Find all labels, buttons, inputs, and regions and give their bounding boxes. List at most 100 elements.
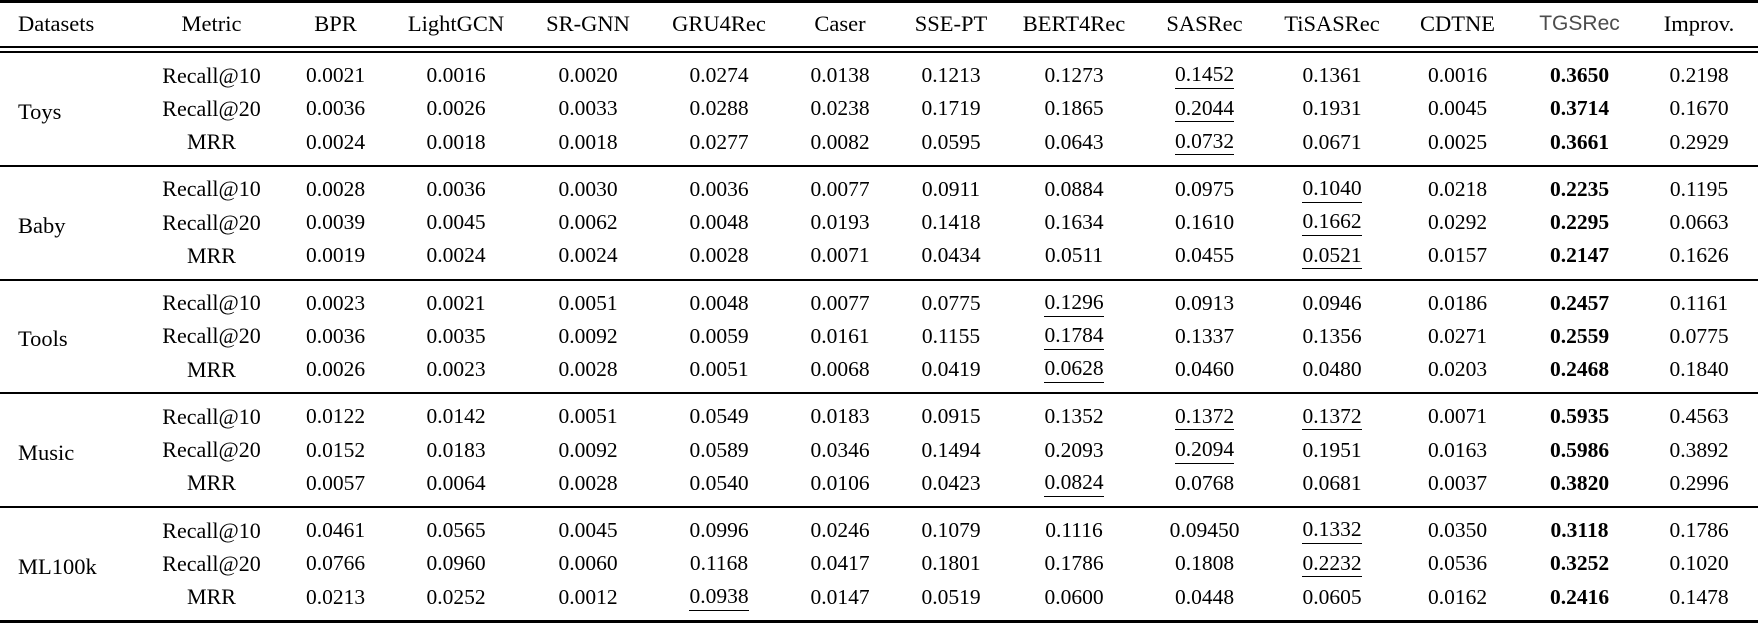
value-cell-bpr: 0.0766 [305, 551, 366, 576]
value-cell-sr-gnn: 0.0030 [523, 164, 653, 207]
value-cell-bpr: 0.0152 [305, 437, 366, 462]
value-cell-sse-pt: 0.0419 [921, 357, 981, 382]
column-header-cdtne: CDTNE [1396, 1, 1519, 53]
value-cell-lightgcn: 0.0021 [389, 278, 523, 320]
metric-label: Recall@10 [141, 506, 282, 548]
value-cell-sasrec: 0.0460 [1174, 357, 1235, 382]
value-cell-sasrec: 0.1372 [1141, 392, 1268, 434]
value-cell-sasrec: 0.0732 [1141, 126, 1268, 166]
table-row: Music Recall@10 0.0122 0.0142 0.0051 0.0549 0.… [0, 392, 1758, 508]
value-cell-tgsrec: 0.3661 [1549, 129, 1610, 154]
value-cell-caser: 0.0082 [810, 129, 870, 154]
value-cell-sse-pt: 0.0434 [921, 243, 981, 268]
value-cell-improv: 0.0775 [1669, 323, 1729, 348]
value-cell-improv: 0.1161 [1640, 278, 1758, 320]
value-cell-gru4rec: 0.0051 [689, 357, 749, 382]
metric-label: MRR [187, 242, 236, 268]
value-cell-bert4rec: 0.0600 [1044, 584, 1104, 609]
value-cell-caser: 0.0161 [810, 323, 870, 348]
value-cell-bpr: 0.0023 [282, 278, 389, 320]
table-body: Toys Recall@10 0.0021 0.0016 0.0020 0.0274 0.0… [0, 48, 1758, 622]
value-cell-tisasrec: 0.0946 [1268, 278, 1396, 320]
value-cell-gru4rec: 0.0277 [689, 129, 749, 154]
value-cell-gru4rec: 0.0036 [653, 164, 785, 207]
value-cell-improv: 0.3892 [1669, 437, 1729, 462]
value-cell-sasrec: 0.1337 [1174, 323, 1235, 348]
dataset-label-music: Music [0, 392, 141, 508]
value-cell-improv: 0.1670 [1669, 96, 1729, 121]
value-cell-tgsrec: 0.2468 [1549, 357, 1610, 382]
value-cell-sasrec: 0.1452 [1141, 48, 1268, 93]
value-cell-tisasrec: 0.0480 [1302, 357, 1362, 382]
metric-label: Recall@20 [162, 95, 261, 121]
value-cell-improv: 0.2929 [1669, 129, 1729, 154]
value-cell-bpr: 0.0039 [305, 210, 366, 235]
value-cell-sr-gnn: 0.0060 [558, 551, 618, 576]
value-cell-lightgcn: 0.0565 [389, 506, 523, 548]
second-best-value: 0.2044 [1174, 96, 1235, 123]
value-cell-tgsrec: 0.3118 [1519, 506, 1640, 548]
value-cell-tisasrec: 0.1372 [1268, 392, 1396, 434]
value-cell-gru4rec: 0.0549 [653, 392, 785, 434]
value-cell-gru4rec: 0.0288 [689, 96, 749, 121]
value-cell-sasrec: 0.0975 [1141, 164, 1268, 207]
second-best-value: 0.2232 [1302, 551, 1362, 578]
value-cell-tgsrec: 0.3714 [1549, 96, 1610, 121]
metric-label: MRR [187, 356, 236, 382]
value-cell-lightgcn: 0.0252 [426, 584, 486, 609]
metric-label: Recall@20 [162, 437, 261, 463]
value-cell-lightgcn: 0.0142 [389, 392, 523, 434]
table-row: MRR 0.0026 0.0023 0.0028 0.0051 0.0068 0.0419 0… [0, 353, 1758, 393]
value-cell-tgsrec: 0.2147 [1549, 243, 1610, 268]
value-cell-improv: 0.2996 [1669, 470, 1729, 495]
second-best-value: 0.1332 [1302, 518, 1362, 545]
value-cell-bert4rec: 0.1273 [1007, 48, 1141, 93]
value-cell-improv: 0.0663 [1669, 210, 1729, 235]
value-cell-bpr: 0.0036 [305, 323, 366, 348]
value-cell-sse-pt: 0.1801 [921, 551, 981, 576]
value-cell-tisasrec: 0.1332 [1268, 506, 1396, 548]
value-cell-sse-pt: 0.0595 [921, 129, 981, 154]
value-cell-sse-pt: 0.1494 [921, 437, 981, 462]
column-header-lightgcn: LightGCN [389, 1, 523, 53]
value-cell-tgsrec: 0.3650 [1519, 48, 1640, 93]
column-header-metric: Metric [141, 1, 282, 53]
value-cell-caser: 0.0417 [810, 551, 870, 576]
metric-label: Recall@20 [162, 323, 261, 349]
value-cell-cdtne: 0.0350 [1396, 506, 1519, 548]
dataset-label-ml100k: ML100k [0, 506, 141, 622]
metric-label: Recall@10 [141, 392, 282, 434]
value-cell-caser: 0.0246 [785, 506, 895, 548]
value-cell-tisasrec: 0.1040 [1268, 164, 1396, 207]
table-row: Recall@20 0.0036 0.0026 0.0033 0.0288 0.0238 0… [0, 92, 1758, 125]
metric-label: Recall@10 [141, 278, 282, 320]
value-cell-sr-gnn: 0.0062 [558, 210, 618, 235]
value-cell-bert4rec: 0.0884 [1007, 164, 1141, 207]
value-cell-gru4rec: 0.0028 [689, 243, 749, 268]
value-cell-bert4rec: 0.0628 [1007, 353, 1141, 393]
column-header-gru4rec: GRU4Rec [653, 1, 785, 53]
dataset-label-toys: Toys [0, 48, 141, 166]
column-header-sr-gnn: SR-GNN [523, 1, 653, 53]
value-cell-tisasrec: 0.1361 [1268, 48, 1396, 93]
value-cell-cdtne: 0.0163 [1427, 437, 1488, 462]
value-cell-tisasrec: 0.1931 [1302, 96, 1362, 121]
value-cell-bpr: 0.0213 [305, 584, 366, 609]
value-cell-bpr: 0.0036 [305, 96, 366, 121]
value-cell-lightgcn: 0.0960 [426, 551, 486, 576]
value-cell-sse-pt: 0.0775 [895, 278, 1007, 320]
value-cell-bpr: 0.0019 [305, 243, 366, 268]
value-cell-cdtne: 0.0186 [1396, 278, 1519, 320]
value-cell-caser: 0.0238 [810, 96, 870, 121]
value-cell-sasrec: 0.0913 [1141, 278, 1268, 320]
value-cell-improv: 0.1786 [1640, 506, 1758, 548]
value-cell-gru4rec: 0.0540 [689, 470, 749, 495]
value-cell-cdtne: 0.0292 [1427, 210, 1488, 235]
value-cell-bert4rec: 0.2093 [1044, 437, 1104, 462]
value-cell-lightgcn: 0.0183 [426, 437, 486, 462]
column-header-tgsrec: TGSRec [1519, 1, 1640, 53]
value-cell-tgsrec: 0.3252 [1549, 551, 1610, 576]
header-row: Datasets Metric BPR LightGCN SR-GNN GRU4Rec Ca… [0, 1, 1758, 53]
value-cell-gru4rec: 0.0048 [653, 278, 785, 320]
